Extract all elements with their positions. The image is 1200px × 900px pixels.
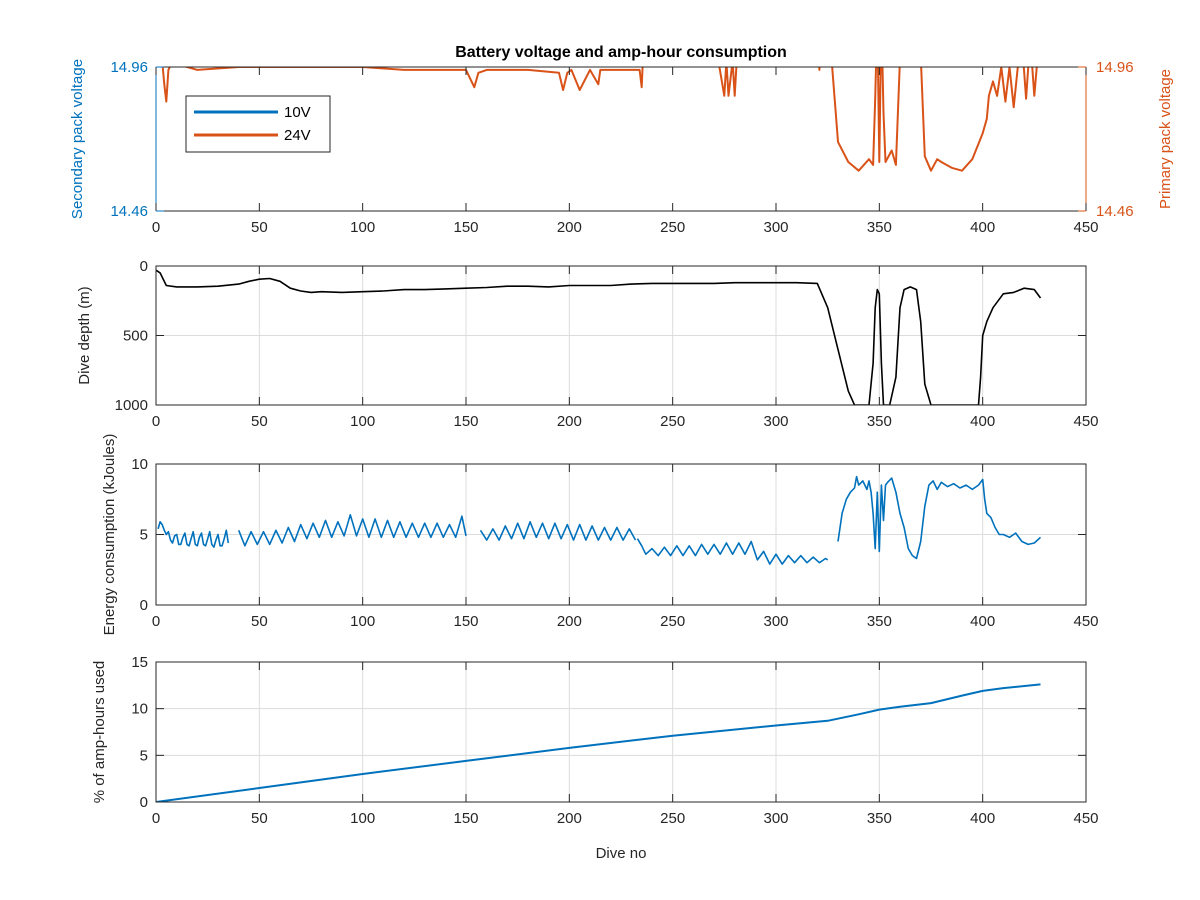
x-tick-label: 350 [867, 219, 892, 236]
x-tick-label: 400 [970, 413, 995, 430]
series-line [156, 683, 1041, 802]
legend-label-10V: 10V [284, 104, 311, 121]
y-tick-label: 1000 [115, 397, 148, 414]
x-tick-label: 450 [1073, 613, 1098, 630]
y-tick-label: 5 [140, 527, 148, 544]
axes-box [155, 661, 1087, 803]
x-tick-label: 250 [660, 810, 685, 827]
legend-label-24V: 24V [284, 127, 311, 144]
y-tick-label: 500 [123, 328, 148, 345]
x-tick-label: 350 [867, 413, 892, 430]
x-tick-label: 150 [453, 810, 478, 827]
x-tick-label: 50 [251, 613, 268, 630]
x-tick-label: 0 [152, 613, 160, 630]
subplots: 0 50 100 150 200 250 300 350 400 45014.4614.9614.… [69, 59, 1174, 827]
x-tick-label: 100 [350, 810, 375, 827]
x-tick-label: 300 [763, 219, 788, 236]
x-tick-label: 300 [763, 613, 788, 630]
y-tick-label: 10 [131, 456, 148, 473]
x-tick-label: 200 [557, 219, 582, 236]
x-tick-label: 450 [1073, 219, 1098, 236]
y-tick-label: 10 [131, 701, 148, 718]
x-tick-label: 250 [660, 219, 685, 236]
y-tick-label: 0 [140, 597, 148, 614]
x-tick-label: 100 [350, 613, 375, 630]
legend-box [185, 95, 331, 153]
subplot-amphours: 0 50 100 150 200 250 300 350 400 450 0 5 10 15 % of am… [91, 654, 1099, 827]
series-line [837, 475, 1042, 560]
x-tick-label: 150 [453, 219, 478, 236]
x-tick-label: 0 [152, 219, 160, 236]
x-tick-label: 200 [557, 413, 582, 430]
y-tick-label: 14.46 [110, 203, 148, 220]
y-tick-label: 5 [140, 747, 148, 764]
y-axis-right-label: Primary pack voltage [1157, 69, 1174, 209]
x-tick-label: 450 [1073, 810, 1098, 827]
y-axis-label: Dive depth (m) [76, 286, 93, 384]
x-tick-label: 50 [251, 810, 268, 827]
x-tick-label: 300 [763, 810, 788, 827]
series-line [237, 513, 467, 547]
series-line [157, 520, 230, 549]
x-tick-label: 400 [970, 810, 995, 827]
series-line [636, 538, 829, 565]
y-tick-label: 15 [131, 654, 148, 671]
series-line [156, 269, 1042, 405]
y-axis-label: Energy consumption (kJoules) [101, 434, 118, 636]
y-axis-label: % of amp-hours used [91, 661, 108, 804]
y-tick-label: 0 [140, 258, 148, 275]
x-tick-label: 100 [350, 413, 375, 430]
x-tick-label: 0 [152, 810, 160, 827]
x-tick-label: 350 [867, 810, 892, 827]
subplot-depth: 0 50 100 150 200 250 300 350 400 450 0 500 1000 Dive … [76, 258, 1099, 430]
series-line [479, 520, 637, 541]
x-tick-label: 150 [453, 613, 478, 630]
subplot-energy: 0 50 100 150 200 250 300 350 400 450 0 5 10 Energy co… [101, 434, 1099, 636]
x-tick-label: 200 [557, 810, 582, 827]
y-tick-label: 14.96 [110, 59, 148, 76]
x-tick-label: 50 [251, 413, 268, 430]
series-line-24V [161, 67, 1038, 172]
y-right-tick-label: 14.96 [1096, 59, 1134, 76]
subplot-voltage: 0 50 100 150 200 250 300 350 400 45014.4614.9614.… [69, 59, 1174, 236]
y-tick-label: 0 [140, 794, 148, 811]
x-tick-label: 400 [970, 613, 995, 630]
x-tick-label: 450 [1073, 413, 1098, 430]
figure-title: Battery voltage and amp-hour consumption [455, 44, 787, 61]
x-tick-label: 250 [660, 413, 685, 430]
x-tick-label: 50 [251, 219, 268, 236]
x-tick-label: 250 [660, 613, 685, 630]
y-right-tick-label: 14.46 [1096, 203, 1134, 220]
x-tick-label: 100 [350, 219, 375, 236]
y-axis-label: Secondary pack voltage [69, 59, 86, 219]
x-tick-label: 400 [970, 219, 995, 236]
x-tick-label: 350 [867, 613, 892, 630]
x-axis-label: Dive no [596, 845, 647, 862]
x-tick-label: 150 [453, 413, 478, 430]
x-tick-label: 300 [763, 413, 788, 430]
x-tick-label: 200 [557, 613, 582, 630]
x-tick-label: 0 [152, 413, 160, 430]
